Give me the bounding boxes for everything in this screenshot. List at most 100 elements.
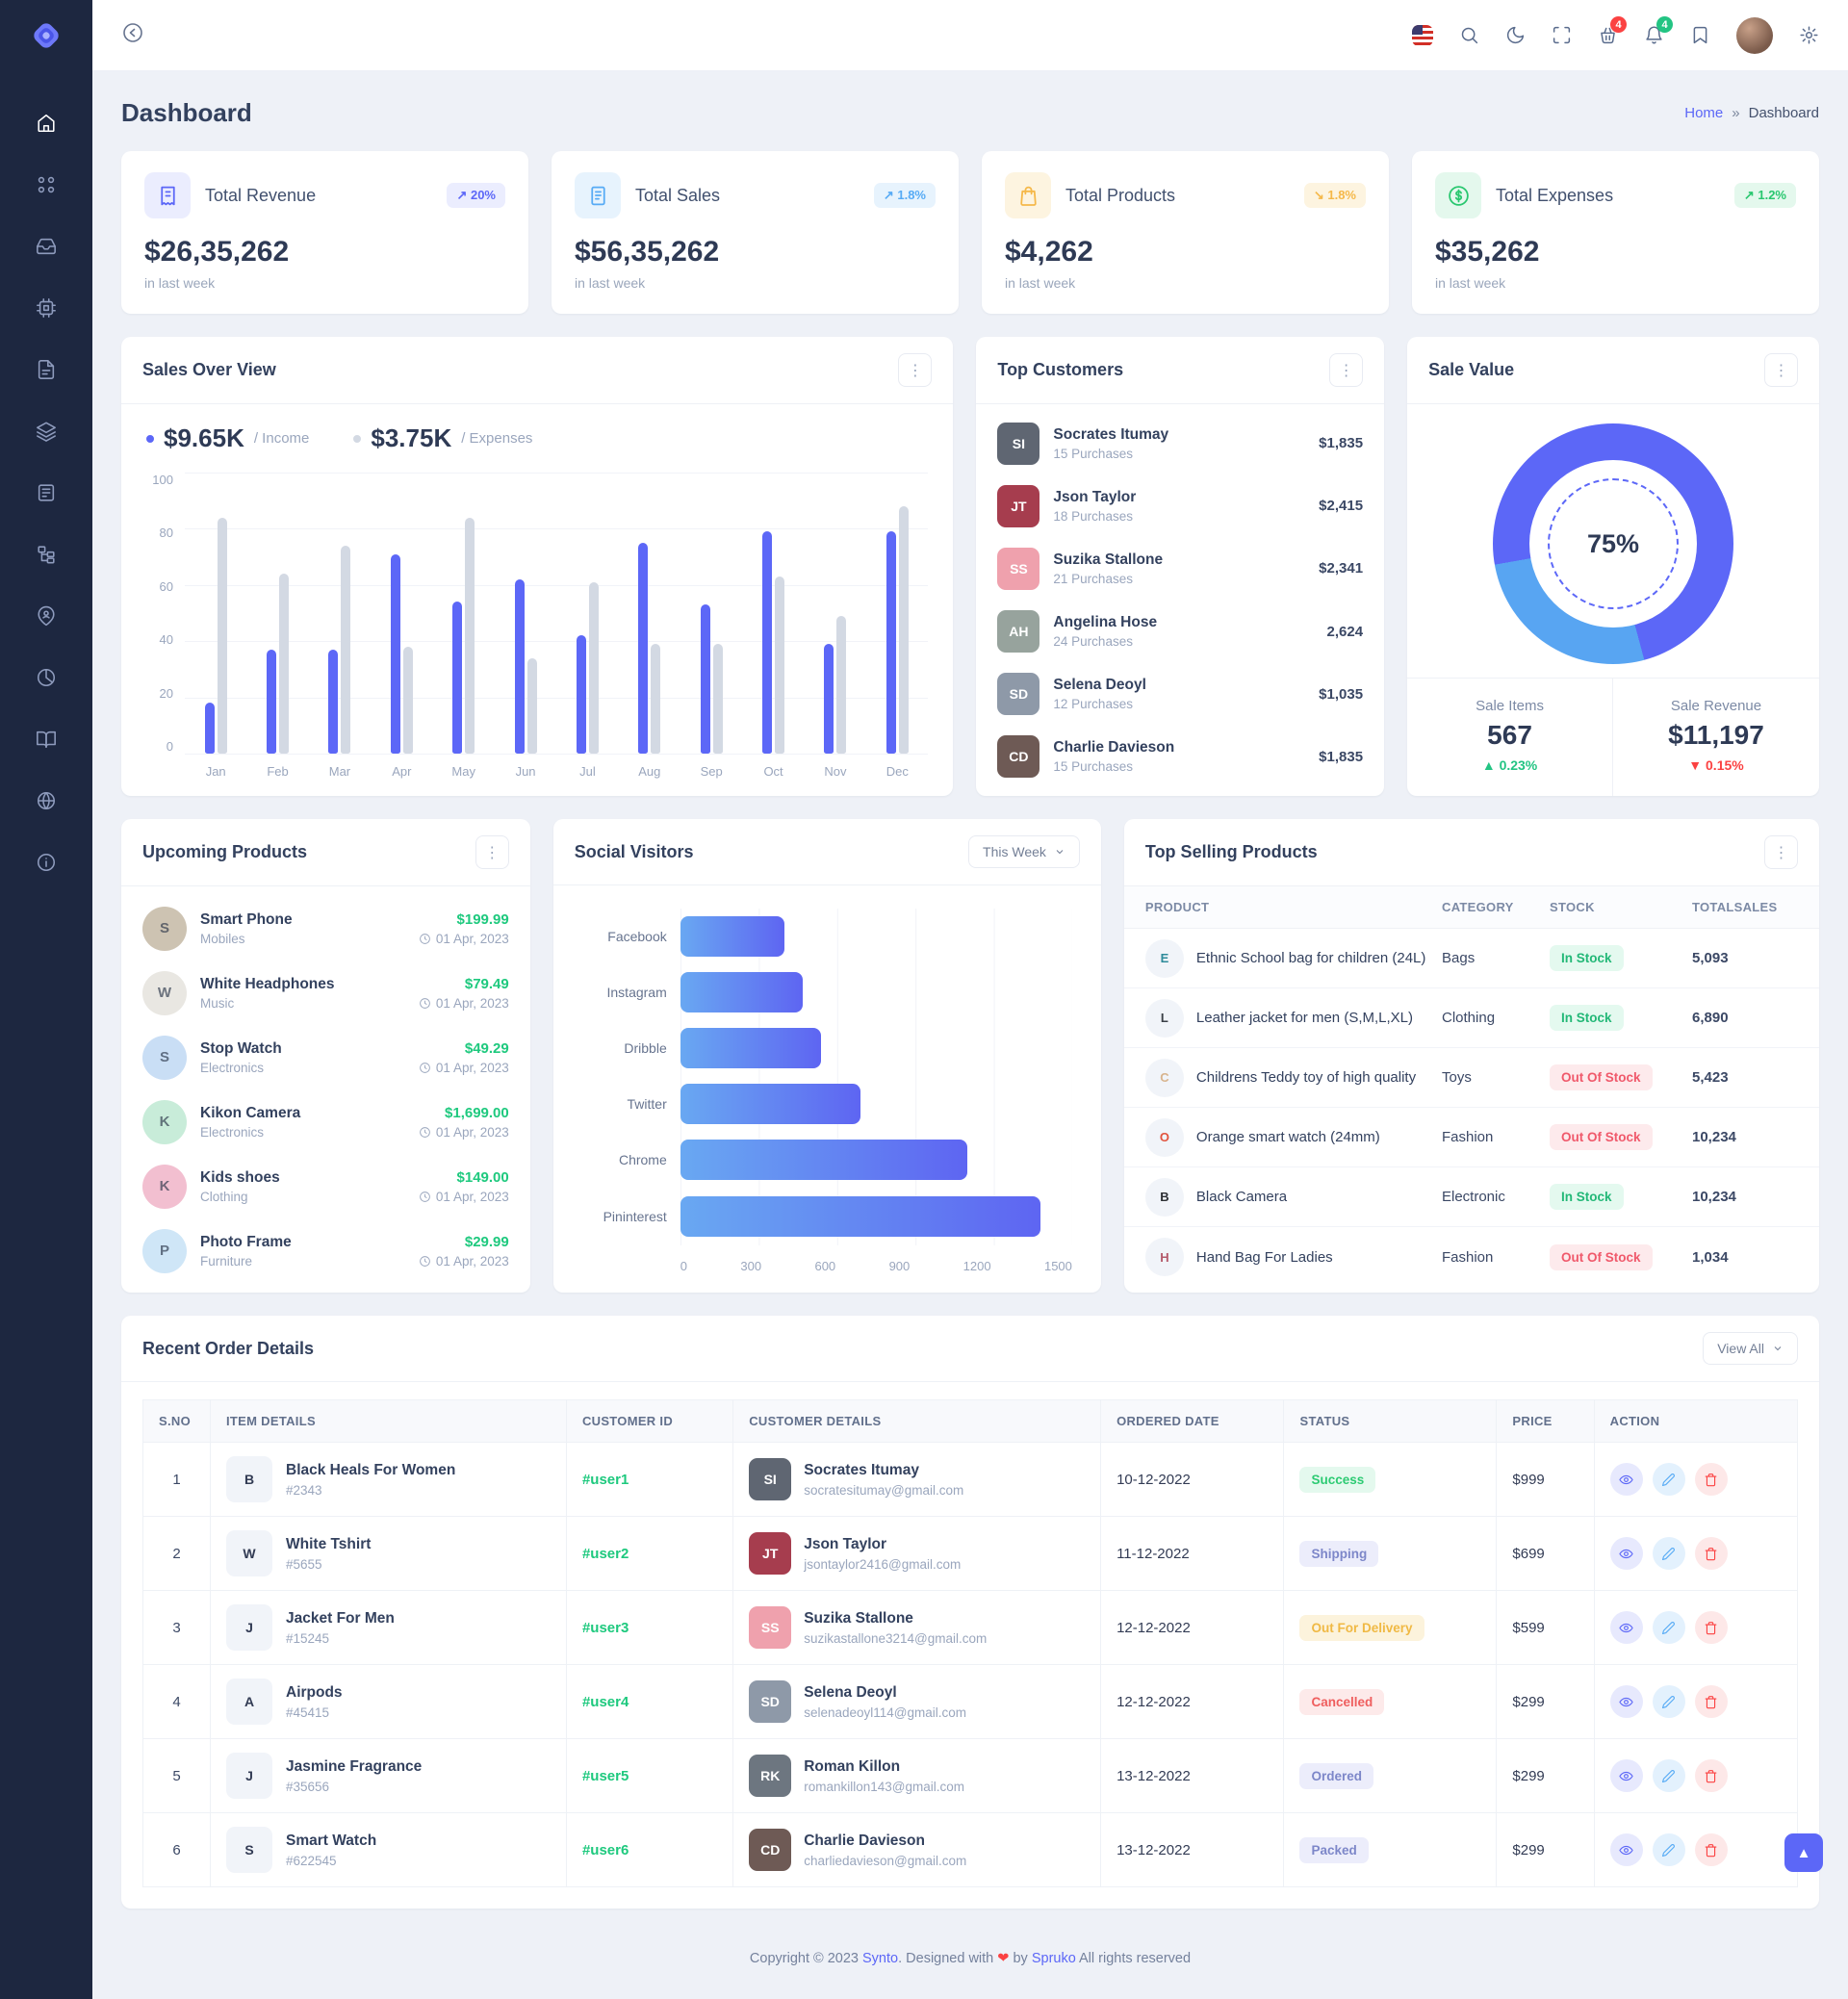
sidebar-item-info-circle[interactable] (27, 843, 65, 882)
customer-purchases: 15 Purchases (1053, 759, 1174, 774)
order-date: 12-12-2022 (1101, 1665, 1284, 1739)
top-selling-menu-button[interactable]: ⋮ (1764, 835, 1798, 869)
sidebar-item-layers[interactable] (27, 412, 65, 450)
sidebar-toggle-button[interactable] (121, 21, 144, 49)
customer-id-link[interactable]: #user2 (582, 1546, 629, 1562)
edit-order-button[interactable] (1653, 1759, 1685, 1792)
product-thumb: S (142, 1036, 187, 1080)
sales-overview-menu-button[interactable]: ⋮ (898, 353, 932, 387)
chevron-down-icon (1054, 846, 1065, 858)
sidebar-item-inbox[interactable] (27, 227, 65, 266)
product-date: 01 Apr, 2023 (419, 1190, 509, 1204)
cpu-chip-icon (36, 297, 57, 319)
sidebar-item-sitemap[interactable] (27, 535, 65, 574)
orders-header-cell: ORDERED DATE (1101, 1400, 1284, 1443)
breadcrumb: Home » Dashboard (1684, 105, 1819, 121)
social-label: Twitter (582, 1096, 680, 1112)
product-price: $79.49 (419, 976, 509, 992)
cart-button[interactable]: 4 (1598, 25, 1618, 45)
breadcrumb-home-link[interactable]: Home (1684, 105, 1723, 121)
delete-order-button[interactable] (1695, 1611, 1728, 1644)
sidebar-item-globe[interactable] (27, 782, 65, 820)
customer-id-link[interactable]: #user1 (582, 1472, 629, 1488)
delete-order-button[interactable] (1695, 1463, 1728, 1496)
upcoming-products-menu-button[interactable]: ⋮ (475, 835, 509, 869)
product-thumb: O (1145, 1118, 1184, 1157)
synto-link[interactable]: Synto (862, 1951, 898, 1966)
view-order-button[interactable] (1610, 1833, 1643, 1866)
user-avatar[interactable] (1736, 17, 1773, 54)
search-button[interactable] (1459, 25, 1479, 45)
spruko-link[interactable]: Spruko (1032, 1951, 1076, 1966)
view-all-dropdown[interactable]: View All (1703, 1332, 1798, 1365)
customer-id-link[interactable]: #user4 (582, 1694, 629, 1710)
settings-button[interactable] (1799, 25, 1819, 45)
main-area: 4 4 Dashboard Home (92, 0, 1848, 1999)
product-name: White Headphones (200, 976, 335, 993)
app-logo[interactable] (0, 0, 92, 71)
edit-order-button[interactable] (1653, 1463, 1685, 1496)
sidebar-item-pie-chart[interactable] (27, 658, 65, 697)
order-sno: 4 (143, 1665, 211, 1739)
sidebar-item-map-pin[interactable] (27, 597, 65, 635)
view-order-button[interactable] (1610, 1463, 1643, 1496)
bar-group-dec (866, 473, 928, 754)
bar-group-nov (805, 473, 866, 754)
income-bar (701, 604, 710, 754)
edit-order-button[interactable] (1653, 1611, 1685, 1644)
sidebar-item-book[interactable] (27, 720, 65, 758)
delete-order-button[interactable] (1695, 1759, 1728, 1792)
edit-order-button[interactable] (1653, 1537, 1685, 1570)
delete-order-button[interactable] (1695, 1537, 1728, 1570)
delete-order-button[interactable] (1695, 1833, 1728, 1866)
income-bar (205, 703, 215, 754)
delete-order-button[interactable] (1695, 1685, 1728, 1718)
order-price: $999 (1497, 1443, 1594, 1517)
plot-area (185, 473, 928, 754)
language-flag-button[interactable] (1412, 25, 1433, 46)
home-icon (36, 113, 57, 134)
sidebar-item-page[interactable] (27, 350, 65, 389)
orders-header-cell: ACTION (1594, 1400, 1797, 1443)
income-bar (886, 531, 896, 754)
bookmark-button[interactable] (1690, 25, 1710, 45)
view-order-button[interactable] (1610, 1611, 1643, 1644)
income-bar (267, 650, 276, 754)
view-order-button[interactable] (1610, 1537, 1643, 1570)
order-sno: 5 (143, 1739, 211, 1813)
view-order-button[interactable] (1610, 1759, 1643, 1792)
view-order-button[interactable] (1610, 1685, 1643, 1718)
x-tick: Jun (495, 764, 556, 779)
sale-value-donut: 75% (1493, 423, 1733, 664)
notifications-button[interactable]: 4 (1644, 25, 1664, 45)
customer-id-link[interactable]: #user3 (582, 1620, 629, 1636)
bar-group-jun (495, 473, 556, 754)
fullscreen-button[interactable] (1552, 25, 1572, 45)
product-category: Clothing (200, 1190, 280, 1204)
top-customers-menu-button[interactable]: ⋮ (1329, 353, 1363, 387)
period-dropdown[interactable]: This Week (968, 835, 1080, 868)
sale-value-menu-button[interactable]: ⋮ (1764, 353, 1798, 387)
sidebar-item-form[interactable] (27, 474, 65, 512)
item-thumb: S (226, 1827, 272, 1873)
sidebar-item-home[interactable] (27, 104, 65, 142)
product-category: Electronics (200, 1125, 300, 1140)
sidebar-item-cpu-chip[interactable] (27, 289, 65, 327)
customer-id-link[interactable]: #user5 (582, 1768, 629, 1784)
recent-orders-title: Recent Order Details (142, 1339, 314, 1359)
stat-caption: in last week (1435, 275, 1796, 291)
sidebar-item-apps-grid[interactable] (27, 166, 65, 204)
customer-avatar: SD (997, 673, 1040, 715)
edit-order-button[interactable] (1653, 1685, 1685, 1718)
top-selling-title: Top Selling Products (1145, 842, 1318, 862)
dark-mode-button[interactable] (1505, 25, 1526, 45)
customer-name: Charlie Davieson (804, 1832, 966, 1850)
order-date: 10-12-2022 (1101, 1443, 1284, 1517)
scroll-to-top-button[interactable]: ▲ (1784, 1833, 1823, 1872)
edit-order-button[interactable] (1653, 1833, 1685, 1866)
customer-id-link[interactable]: #user6 (582, 1842, 629, 1858)
item-id: #45415 (286, 1705, 343, 1720)
